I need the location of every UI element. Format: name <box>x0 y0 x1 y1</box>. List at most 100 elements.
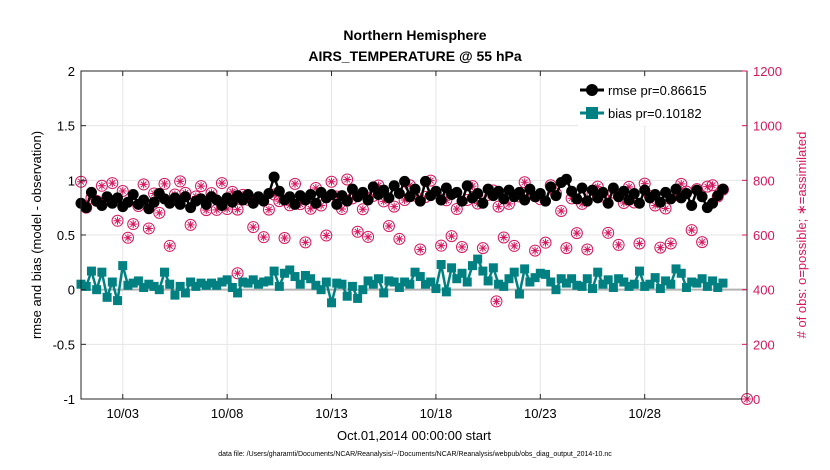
rmse-marker <box>696 191 708 203</box>
possible-marker <box>320 229 333 242</box>
possible-marker <box>382 219 395 232</box>
bias-marker <box>634 266 644 276</box>
bias-marker <box>118 261 128 271</box>
bias-marker <box>572 280 582 290</box>
rmse-marker <box>665 193 677 205</box>
bias-marker <box>426 277 436 287</box>
bias-marker <box>499 281 509 291</box>
bias-marker <box>368 279 378 289</box>
bias-marker <box>415 272 425 282</box>
y-tick-label-right: 600 <box>753 228 775 243</box>
rmse-marker <box>545 181 557 193</box>
rmse-marker <box>618 185 630 197</box>
bias-marker <box>718 278 728 288</box>
rmse-marker <box>148 196 160 208</box>
bias-marker <box>588 284 598 294</box>
bias-marker <box>175 281 185 291</box>
assimilated-marker <box>113 216 122 225</box>
assimilated-marker <box>478 244 487 253</box>
x-tick-label: 10/18 <box>420 406 453 421</box>
rmse-marker <box>680 187 692 199</box>
possible-marker <box>490 295 503 308</box>
assimilated-marker <box>437 241 446 250</box>
assimilated-marker <box>97 181 106 190</box>
rmse-marker <box>540 195 552 207</box>
assimilated-marker <box>176 177 185 186</box>
bias-marker <box>494 279 504 289</box>
assimilated-marker <box>139 180 148 189</box>
bias-marker <box>274 281 284 291</box>
assimilated-marker <box>452 205 461 214</box>
assimilated-marker <box>144 224 153 233</box>
possible-marker <box>581 243 594 256</box>
bias-marker <box>405 279 415 289</box>
bias-marker <box>661 276 671 286</box>
rmse-marker <box>602 197 614 209</box>
rmse-marker <box>242 189 254 201</box>
possible-marker <box>696 236 709 249</box>
assimilated-marker <box>531 246 540 255</box>
assimilated-marker <box>447 232 456 241</box>
bias-marker <box>379 288 389 298</box>
assimilated-marker <box>677 179 686 188</box>
bias-marker <box>170 290 180 300</box>
legend-bias-label: bias pr=0.10182 <box>608 106 702 121</box>
assimilated-marker <box>259 233 268 242</box>
rmse-marker <box>576 182 588 194</box>
bias-marker <box>420 279 430 289</box>
bias-marker <box>227 282 237 292</box>
possible-marker <box>435 239 448 252</box>
bias-marker <box>687 277 697 287</box>
bias-marker <box>650 273 660 283</box>
possible-marker <box>288 177 301 190</box>
rmse-marker <box>85 186 97 198</box>
possible-marker <box>450 203 463 216</box>
assimilated-marker <box>703 182 712 191</box>
assimilated-marker <box>337 205 346 214</box>
assimilated-marker <box>233 269 242 278</box>
rmse-marker <box>273 185 285 197</box>
possible-marker <box>142 222 155 235</box>
y-tick-label-right: 1200 <box>753 64 782 79</box>
possible-marker <box>257 231 270 244</box>
y-tick-label-left: 0 <box>68 283 75 298</box>
possible-marker <box>351 225 364 238</box>
bias-marker <box>238 277 248 287</box>
bias-marker <box>410 267 420 277</box>
assimilated-marker <box>123 233 132 242</box>
rmse-marker <box>498 193 510 205</box>
left-y-tick-labels: -1 -0.5 0 0.5 1 1.5 2 <box>53 64 75 407</box>
rmse-marker <box>581 195 593 207</box>
x-tick-label: 10/13 <box>315 406 348 421</box>
bias-marker <box>655 284 665 294</box>
legend-rmse-label: rmse pr=0.86615 <box>608 83 707 98</box>
possible-marker <box>388 200 401 213</box>
y-tick-label-left: 1 <box>68 173 75 188</box>
bias-marker <box>123 280 133 290</box>
legend-bias-marker <box>586 107 598 119</box>
assimilated-marker <box>536 195 545 204</box>
assimilated-marker <box>619 199 628 208</box>
assimilated-marker <box>197 182 206 191</box>
assimilated-marker <box>405 181 414 190</box>
possible-marker <box>456 241 469 254</box>
bias-marker <box>389 277 399 287</box>
bias-marker <box>201 280 211 290</box>
legend: rmse pr=0.86615 bias pr=0.10182 <box>578 78 741 126</box>
bias-marker <box>514 289 524 299</box>
assimilated-marker <box>358 205 367 214</box>
bias-marker <box>243 278 253 288</box>
rmse-marker <box>477 197 489 209</box>
rmse-marker <box>138 194 150 206</box>
bias-marker <box>608 282 618 292</box>
bias-marker <box>697 274 707 284</box>
assimilated-marker <box>129 220 138 229</box>
bias-marker <box>128 278 138 288</box>
bias-marker <box>102 292 112 302</box>
axis-ticks <box>81 70 747 400</box>
bias-series <box>76 254 728 308</box>
possible-marker <box>508 239 521 252</box>
bias-marker <box>81 281 91 291</box>
assimilated-marker <box>400 196 409 205</box>
rmse-marker <box>399 175 411 187</box>
